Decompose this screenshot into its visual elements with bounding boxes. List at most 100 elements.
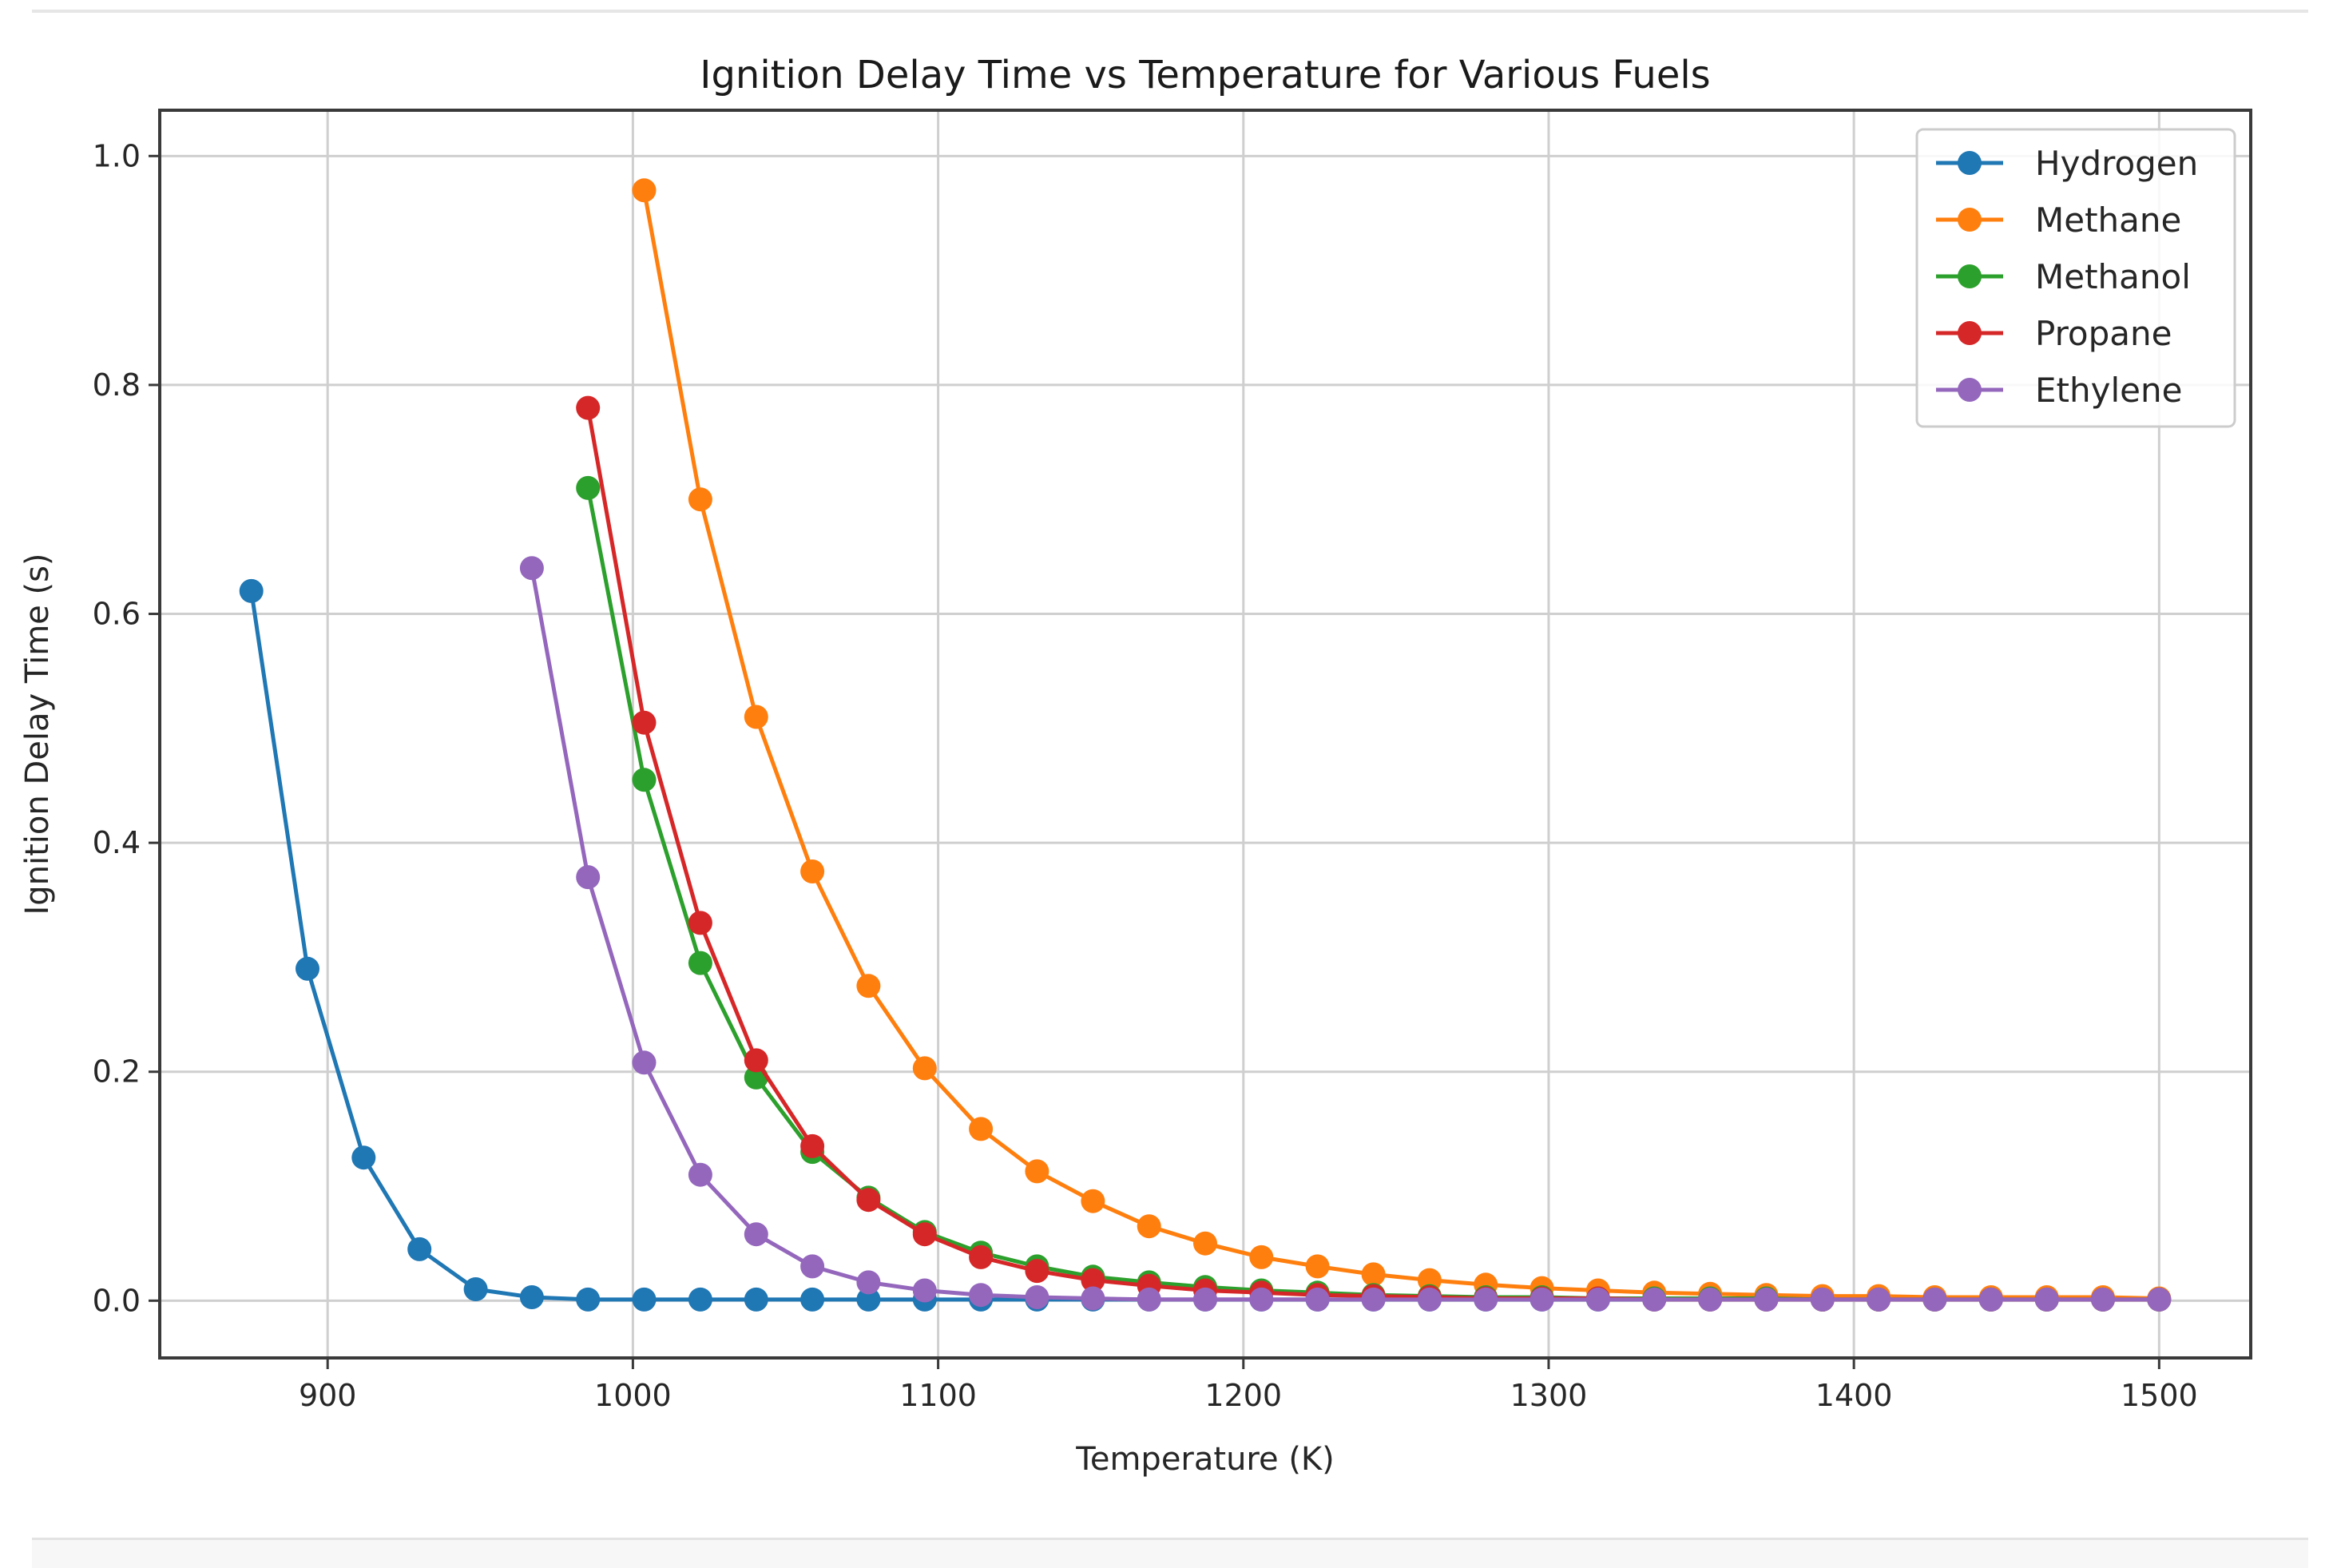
data-point-ethylene — [1585, 1287, 1610, 1312]
data-point-ethylene — [1249, 1287, 1274, 1312]
data-point-methane — [632, 178, 657, 203]
data-point-methanol — [632, 768, 657, 792]
data-point-ethylene — [2034, 1287, 2059, 1312]
legend-marker-hydrogen — [1958, 151, 1982, 175]
data-point-hydrogen — [632, 1287, 657, 1312]
legend-label-hydrogen: Hydrogen — [2035, 144, 2198, 183]
data-point-propane — [912, 1222, 937, 1247]
data-point-hydrogen — [688, 1287, 712, 1312]
data-point-hydrogen — [351, 1145, 376, 1170]
data-point-methane — [744, 705, 768, 729]
data-point-hydrogen — [856, 1287, 881, 1312]
data-point-ethylene — [1810, 1287, 1835, 1312]
series-hydrogen — [239, 578, 2172, 1312]
legend-label-methane: Methane — [2035, 200, 2181, 240]
data-point-propane — [688, 911, 712, 935]
data-point-hydrogen — [463, 1277, 488, 1301]
data-point-propane — [1025, 1259, 1049, 1284]
x-tick-label: 1400 — [1815, 1378, 1893, 1413]
data-point-ethylene — [1642, 1287, 1667, 1312]
legend-label-methanol: Methanol — [2035, 257, 2191, 296]
y-tick-label: 0.4 — [93, 825, 141, 860]
data-point-methane — [1249, 1244, 1274, 1269]
data-point-ethylene — [1530, 1287, 1554, 1312]
data-point-ethylene — [1754, 1287, 1779, 1312]
data-point-ethylene — [519, 556, 544, 581]
series-ethylene — [519, 556, 2172, 1312]
data-point-ethylene — [2091, 1287, 2115, 1312]
y-tick-label: 0.6 — [93, 597, 141, 632]
data-point-propane — [800, 1133, 825, 1158]
data-point-propane — [632, 710, 657, 735]
data-point-ethylene — [969, 1283, 994, 1308]
plot-frame — [158, 109, 2252, 1360]
data-point-methane — [800, 859, 825, 883]
data-point-methane — [856, 974, 881, 998]
data-point-ethylene — [856, 1270, 881, 1295]
data-point-ethylene — [912, 1278, 937, 1303]
data-point-methane — [688, 487, 712, 512]
legend-box — [1915, 128, 2236, 428]
data-point-ethylene — [2147, 1287, 2172, 1312]
data-point-propane — [744, 1048, 768, 1073]
legend: Hydrogen Methane Methanol Propane Ethylene — [1915, 128, 2236, 428]
data-point-methane — [969, 1117, 994, 1141]
legend-marker-methane — [1958, 208, 1982, 232]
data-point-propane — [576, 395, 601, 420]
data-point-methanol — [688, 951, 712, 975]
data-point-ethylene — [576, 865, 601, 890]
series-line-methane — [642, 189, 2160, 1300]
data-point-ethylene — [1698, 1287, 1723, 1312]
legend-label-propane: Propane — [2035, 314, 2172, 353]
y-tick-label: 0.8 — [93, 367, 141, 403]
data-point-ethylene — [1474, 1287, 1498, 1312]
data-point-ethylene — [688, 1162, 712, 1187]
series-line-propane — [585, 407, 2160, 1302]
data-point-propane — [1081, 1268, 1105, 1292]
data-point-hydrogen — [407, 1237, 432, 1261]
data-point-methane — [1305, 1254, 1330, 1279]
data-point-ethylene — [1137, 1287, 1161, 1312]
tick-layer: 900 1000 1100 1200 1300 1400 1500 0.0 0.2 0.4 0.6 0… — [93, 138, 2198, 1413]
data-point-methane — [1025, 1159, 1049, 1184]
data-point-ethylene — [1867, 1287, 1891, 1312]
data-point-ethylene — [1025, 1285, 1049, 1309]
data-point-methane — [1081, 1189, 1105, 1213]
data-point-ethylene — [1922, 1287, 1947, 1312]
data-point-hydrogen — [744, 1287, 768, 1312]
data-point-hydrogen — [800, 1287, 825, 1312]
data-point-propane — [969, 1244, 994, 1269]
y-tick-label: 1.0 — [93, 138, 141, 173]
data-point-hydrogen — [296, 956, 319, 981]
x-tick-label: 1500 — [2121, 1378, 2198, 1413]
x-tick-label: 1200 — [1204, 1378, 1282, 1413]
chart-title: Ignition Delay Time vs Temperature for V… — [700, 53, 1710, 97]
data-point-methane — [1137, 1214, 1161, 1239]
x-tick-label: 1000 — [594, 1378, 672, 1413]
data-point-ethylene — [1081, 1286, 1105, 1311]
data-point-ethylene — [800, 1254, 825, 1279]
x-axis-label: Temperature (K) — [1075, 1441, 1335, 1478]
data-point-ethylene — [1417, 1287, 1442, 1312]
series-line-ethylene — [530, 567, 2160, 1302]
top-border-line — [32, 10, 2308, 13]
x-tick-label: 1300 — [1510, 1378, 1588, 1413]
data-point-methane — [1193, 1231, 1217, 1256]
legend-label-ethylene: Ethylene — [2035, 371, 2182, 410]
data-point-hydrogen — [239, 578, 264, 603]
y-axis-label: Ignition Delay Time (s) — [19, 553, 56, 915]
series-line-hydrogen — [249, 590, 2160, 1302]
data-point-ethylene — [1361, 1287, 1386, 1312]
x-tick-label: 900 — [299, 1378, 357, 1413]
data-point-methane — [1361, 1262, 1386, 1287]
data-point-ethylene — [744, 1222, 768, 1247]
data-point-ethylene — [1978, 1287, 2003, 1312]
data-point-ethylene — [1305, 1287, 1330, 1312]
bottom-output-bar — [32, 1538, 2308, 1568]
data-point-methanol — [576, 475, 601, 500]
data-point-ethylene — [632, 1050, 657, 1075]
series-methanol — [576, 475, 2172, 1312]
y-tick-label: 0.2 — [93, 1054, 141, 1090]
data-point-hydrogen — [519, 1285, 544, 1309]
